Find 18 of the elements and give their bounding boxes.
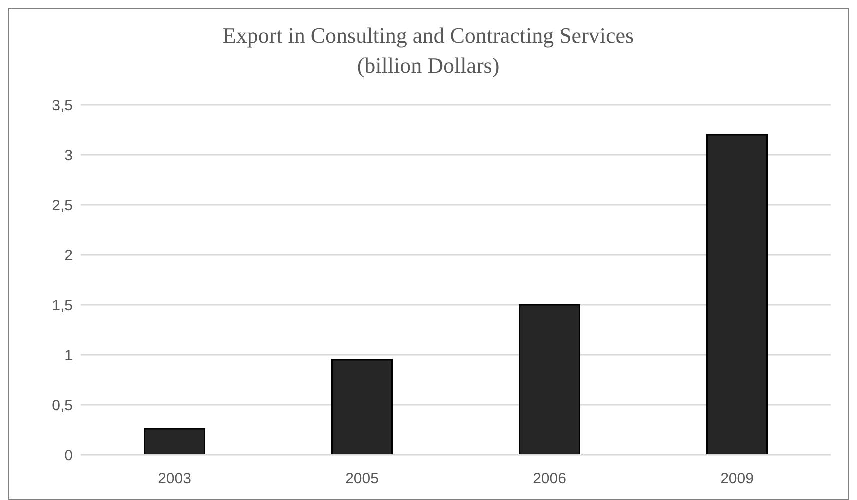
y-tick-label: 3 bbox=[64, 147, 73, 164]
bar bbox=[519, 304, 580, 455]
x-tick-label: 2009 bbox=[720, 470, 754, 488]
x-tick-label: 2006 bbox=[533, 470, 566, 488]
chart-subtitle: (billion Dollars) bbox=[356, 52, 501, 80]
y-tick-label: 0 bbox=[64, 447, 73, 464]
y-tick-label: 0,5 bbox=[52, 397, 73, 414]
x-tick-label: 2005 bbox=[346, 470, 379, 488]
y-tick-label: 1,5 bbox=[52, 297, 73, 314]
chart-title: Export in Consulting and Contracting Services bbox=[222, 22, 636, 50]
bar bbox=[706, 134, 768, 455]
bar bbox=[144, 428, 206, 455]
x-tick-label: 2003 bbox=[158, 470, 192, 488]
y-tick-label: 1 bbox=[64, 347, 73, 364]
y-tick-label: 2,5 bbox=[52, 197, 73, 214]
y-tick-label: 2 bbox=[64, 247, 73, 264]
bar bbox=[332, 359, 393, 455]
y-tick-label: 3,5 bbox=[52, 97, 73, 114]
